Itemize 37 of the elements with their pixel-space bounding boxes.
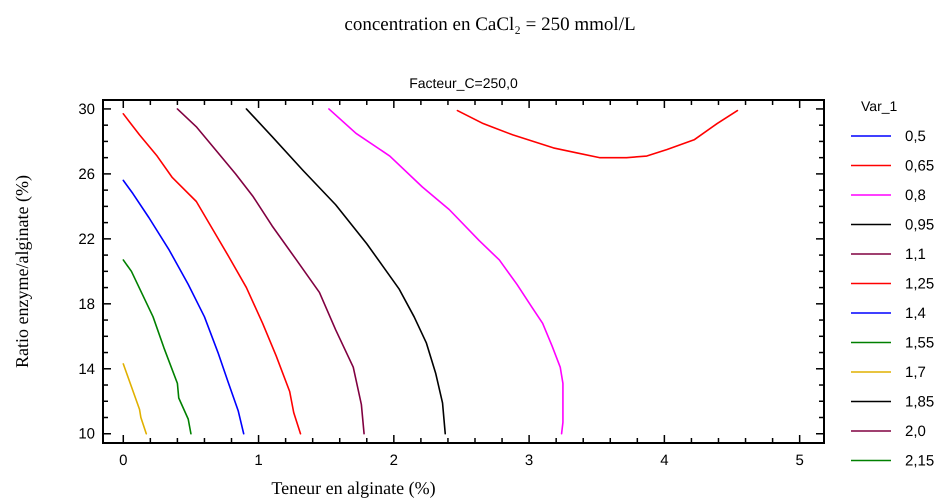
legend-label: 1,1 — [905, 246, 926, 263]
line-series — [122, 363, 148, 435]
line-series — [456, 110, 738, 158]
legend-label: 1,4 — [905, 305, 926, 322]
y-tick-label: 22 — [78, 230, 95, 248]
line-series — [122, 180, 244, 435]
y-tick-label: 26 — [78, 166, 95, 183]
legend-label: 0,8 — [905, 187, 926, 204]
x-axis-title: Teneur en alginate (%) — [271, 478, 436, 498]
legend-label: 1,25 — [905, 276, 934, 292]
x-tick-label: 2 — [390, 452, 398, 469]
chart-title: concentration en CaCl₂ = 250 mmol/L — [344, 14, 636, 35]
line-series — [122, 259, 192, 435]
line-series — [328, 108, 564, 435]
x-tick-label: 3 — [524, 452, 534, 469]
y-tick-label: 14 — [78, 360, 95, 378]
x-tick-label: 5 — [795, 452, 804, 469]
legend-label: 2,0 — [905, 423, 926, 440]
legend-label: 2,15 — [905, 452, 934, 470]
x-tick-label: 4 — [660, 452, 669, 469]
line-series — [246, 108, 446, 435]
x-tick-label: 0 — [119, 452, 128, 469]
legend-label: 0,65 — [905, 158, 934, 174]
legend-label: 1,85 — [905, 394, 934, 410]
chart-subtitle: Facteur_C=250,0 — [409, 75, 518, 91]
legend-label: 1,7 — [905, 364, 926, 381]
y-tick-label: 10 — [78, 426, 95, 443]
x-tick-label: 1 — [254, 452, 263, 469]
legend-label: 0,95 — [905, 216, 934, 234]
y-tick-label: 18 — [78, 296, 95, 313]
legend-title: Var_1 — [861, 98, 898, 114]
legend-label: 0,5 — [905, 128, 926, 145]
y-tick-label: 30 — [78, 100, 95, 118]
line-series — [176, 108, 365, 435]
legend-label: 1,55 — [905, 334, 934, 352]
y-axis-title: Ratio enzyme/alginate (%) — [12, 175, 32, 368]
line-series — [122, 113, 302, 435]
